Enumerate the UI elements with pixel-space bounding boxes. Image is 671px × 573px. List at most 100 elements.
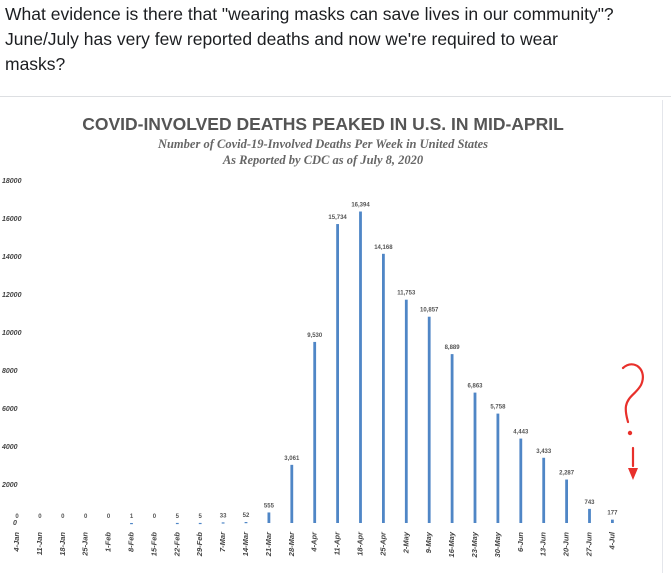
- data-label: 15,734: [328, 215, 347, 221]
- data-label: 4,443: [513, 430, 529, 436]
- bar: [382, 253, 385, 524]
- data-label: 0: [61, 514, 65, 520]
- data-label: 0: [84, 514, 88, 520]
- post-divider: [0, 96, 671, 97]
- x-tick-label: 28-Mar: [287, 531, 296, 557]
- data-label: 5,758: [490, 405, 506, 411]
- x-tick-label: 23-May: [470, 531, 479, 558]
- y-tick-label: 14000: [2, 254, 22, 261]
- data-label: 0: [153, 514, 157, 520]
- x-tick-label: 14-Mar: [241, 531, 250, 556]
- x-tick-label: 4-Jan: [12, 532, 21, 553]
- x-tick-label: 20-Jun: [562, 532, 571, 558]
- data-label: 1: [130, 514, 134, 520]
- data-label: 0: [15, 514, 19, 520]
- arrow-down-icon: [628, 468, 638, 480]
- bar: [244, 522, 248, 524]
- y-tick-label: 2000: [1, 482, 18, 489]
- x-tick-label: 11-Apr: [333, 531, 342, 555]
- data-label: 14,168: [374, 245, 393, 251]
- bar: [404, 299, 408, 523]
- bar: [588, 508, 591, 523]
- x-tick-label: 2-May: [401, 531, 410, 554]
- x-tick-label: 18-Apr: [356, 531, 365, 556]
- y-tick-label: 12000: [2, 292, 22, 299]
- y-tick-label: 16000: [2, 216, 22, 223]
- data-label: 11,753: [397, 291, 416, 297]
- data-label: 52: [243, 513, 250, 519]
- data-label: 33: [220, 513, 227, 519]
- data-label: 9,530: [307, 333, 323, 339]
- x-tick-label: 4-Apr: [310, 531, 319, 553]
- data-label: 3,061: [284, 456, 300, 462]
- y-tick-label: 8000: [2, 368, 18, 375]
- y-tick-label: 0: [13, 520, 17, 527]
- bar: [427, 316, 431, 523]
- bar: [313, 341, 317, 523]
- data-label: 5: [176, 514, 180, 520]
- x-tick-label: 18-Jan: [58, 532, 67, 556]
- x-tick-label: 7-Mar: [218, 531, 227, 552]
- bar-series: [130, 211, 614, 525]
- question-mark-dot: [627, 430, 633, 436]
- x-tick-label: 30-May: [493, 531, 502, 557]
- x-tick-label: 25-Jan: [81, 532, 90, 557]
- post-line-1: What evidence is there that "wearing mas…: [5, 4, 614, 24]
- bar: [198, 522, 202, 525]
- y-axis: 0 2000 4000 6000 8000 10000 12000 14000 16000 180…: [1, 178, 22, 527]
- bar: [130, 522, 133, 525]
- bar: [496, 413, 500, 523]
- x-tick-label: 22-Feb: [172, 532, 181, 558]
- data-label: 177: [607, 511, 618, 517]
- x-tick-label: 8-Feb: [127, 532, 136, 552]
- x-tick-label: 13-Jun: [539, 532, 548, 557]
- x-tick-label: 4-Jul: [607, 531, 616, 550]
- bar: [473, 392, 477, 523]
- y-tick-label: 10000: [2, 330, 22, 337]
- y-tick-label: 4000: [1, 444, 18, 451]
- y-tick-label: 6000: [2, 406, 18, 413]
- data-label: 5: [199, 514, 203, 520]
- data-labels: 0 0 0 0 0 1 0 5 5 33 52 555 3,061 9,530 15,734 16,394 14…: [15, 203, 618, 520]
- bar: [267, 512, 271, 523]
- bar: [519, 438, 523, 523]
- chart-source-note: As Reported by CDC as of July 8, 2020: [222, 153, 424, 167]
- data-label: 555: [264, 503, 275, 509]
- data-label: 743: [584, 500, 595, 506]
- chart-subtitle: Number of Covid-19-Involved Deaths Per W…: [157, 137, 488, 151]
- x-tick-label: 29-Feb: [195, 532, 204, 558]
- post-line-2: June/July has very few reported deaths a…: [5, 29, 558, 49]
- bar: [565, 479, 568, 523]
- bar: [221, 522, 225, 524]
- bar: [611, 519, 614, 523]
- data-label: 6,863: [467, 384, 483, 390]
- bar: [175, 522, 179, 525]
- data-label: 0: [38, 514, 42, 520]
- bar: [336, 224, 339, 523]
- chart-image[interactable]: COVID-INVOLVED DEATHS PEAKED IN U.S. IN …: [0, 100, 663, 573]
- data-label: 16,394: [351, 203, 370, 209]
- bar: [542, 457, 546, 523]
- x-axis: 4-Jan 11-Jan 18-Jan 25-Jan 1-Feb 8-Feb 15-Feb 2…: [12, 531, 616, 559]
- chart-title: COVID-INVOLVED DEATHS PEAKED IN U.S. IN …: [82, 114, 564, 134]
- x-tick-label: 15-Feb: [149, 532, 158, 557]
- bar: [450, 354, 454, 523]
- x-tick-label: 11-Jan: [35, 532, 44, 556]
- bar: [290, 464, 294, 523]
- data-label: 8,889: [445, 345, 461, 351]
- x-tick-label: 25-Apr: [378, 531, 387, 557]
- bar: [359, 211, 362, 523]
- post-line-3: masks?: [5, 54, 66, 74]
- x-tick-label: 9-May: [424, 531, 433, 553]
- data-label: 3,433: [536, 449, 552, 455]
- post-text: What evidence is there that "wearing mas…: [5, 2, 665, 77]
- data-label: 10,857: [420, 308, 439, 314]
- x-tick-label: 16-May: [447, 531, 456, 557]
- x-tick-label: 21-Mar: [264, 531, 273, 557]
- question-mark-stroke: [621, 363, 644, 424]
- data-label: 0: [107, 514, 111, 520]
- x-tick-label: 27-Jun: [585, 532, 594, 558]
- x-tick-label: 6-Jun: [516, 532, 525, 552]
- data-label: 2,287: [559, 471, 575, 477]
- covid-deaths-chart: COVID-INVOLVED DEATHS PEAKED IN U.S. IN …: [1, 114, 644, 559]
